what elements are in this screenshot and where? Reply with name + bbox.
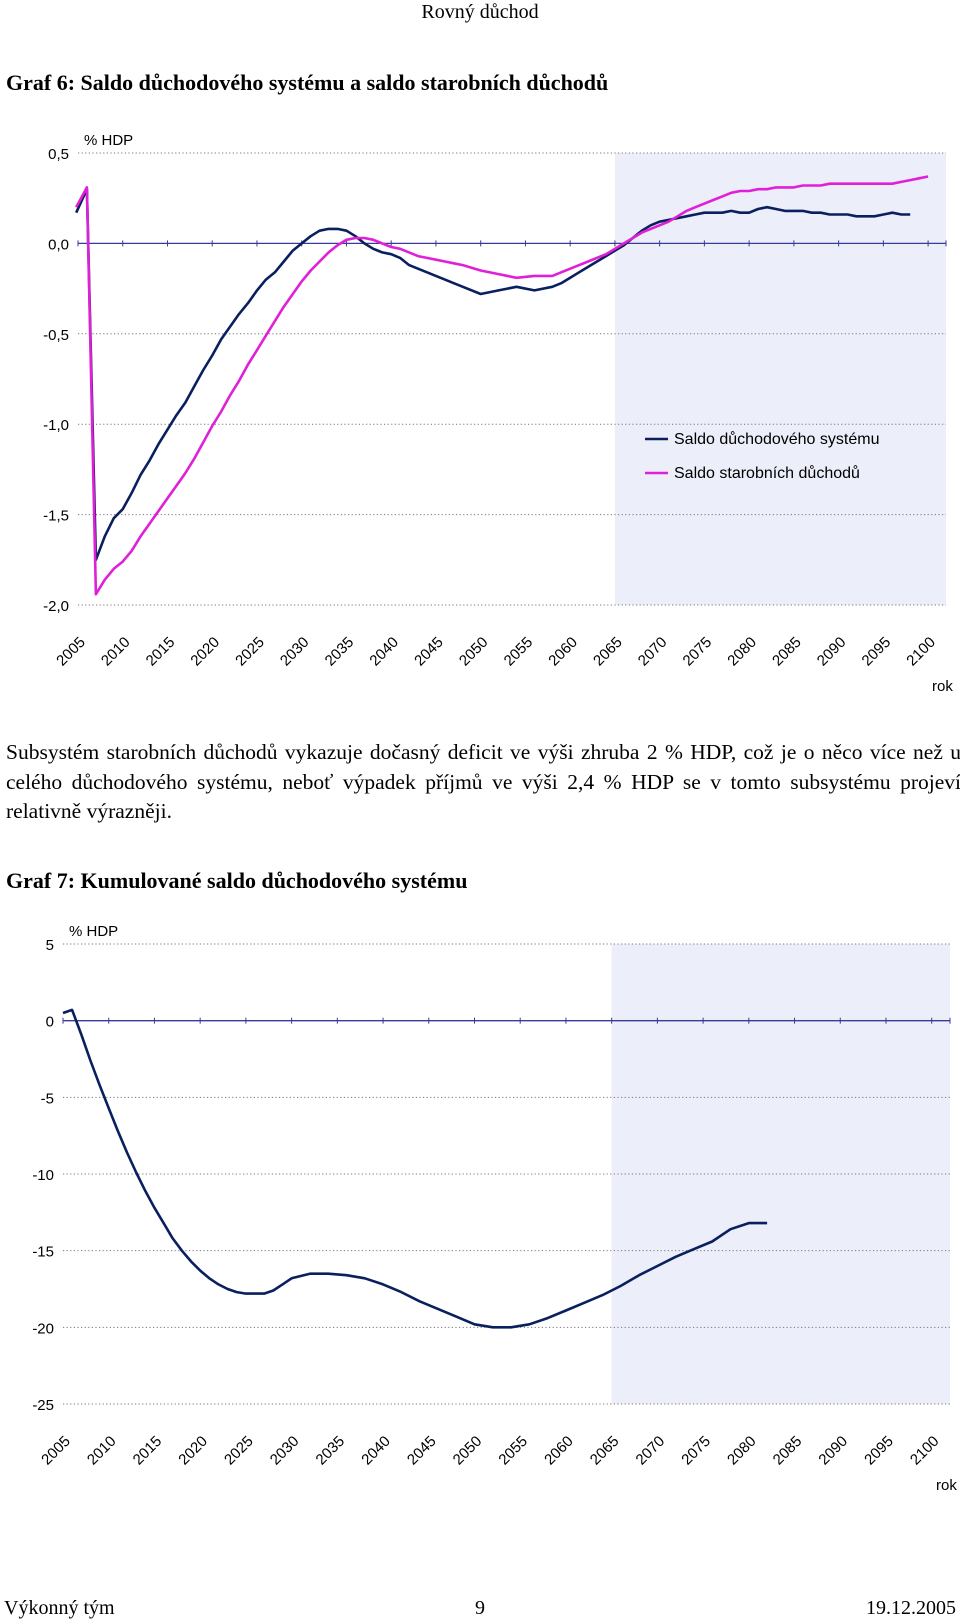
- y-tick-label: -20: [32, 1320, 54, 1337]
- y-tick-label: 5: [46, 937, 54, 954]
- graph6-title: Graf 6: Saldo důchodového systému a sald…: [6, 70, 609, 95]
- x-tick-label: 2035: [313, 1433, 349, 1469]
- body-paragraph: Subsystém starobních důchodů vykazuje do…: [6, 740, 960, 823]
- legend-label: Saldo starobních důchodů: [674, 464, 860, 482]
- x-tick-label: 2075: [678, 1433, 714, 1469]
- x-tick-label: 2100: [903, 634, 939, 670]
- x-tick-label: 2070: [635, 634, 671, 670]
- x-tick-label: 2080: [724, 1433, 760, 1469]
- x-tick-label: 2065: [590, 634, 626, 670]
- x-tick-label: 2005: [38, 1433, 74, 1469]
- x-tick-label: 2040: [366, 634, 402, 670]
- x-tick-label: 2065: [587, 1433, 623, 1469]
- y-tick-label: -5: [41, 1090, 54, 1107]
- x-tick-label: 2050: [456, 634, 492, 670]
- x-tick-label: 2045: [411, 634, 447, 670]
- x-tick-label: 2015: [130, 1433, 166, 1469]
- x-axis-label: rok: [936, 1477, 957, 1492]
- x-tick-label: 2005: [53, 634, 89, 670]
- y-tick-label: -1,5: [43, 508, 69, 525]
- series-line-1: [75, 175, 929, 596]
- x-tick-label: 2020: [187, 634, 223, 670]
- x-tick-label: 2045: [404, 1433, 440, 1469]
- y-axis-unit-label: % HDP: [69, 923, 118, 940]
- footer-left: Výkonný tým: [4, 1597, 115, 1619]
- x-tick-label: 2080: [724, 634, 760, 670]
- x-tick-label: 2050: [450, 1433, 486, 1469]
- x-tick-label: 2090: [814, 634, 850, 670]
- y-tick-label: -1,0: [43, 417, 69, 434]
- x-tick-label: 2085: [769, 634, 805, 670]
- x-tick-label: 2020: [175, 1433, 211, 1469]
- graph7-title: Graf 7: Kumulované saldo důchodového sys…: [6, 868, 468, 893]
- x-tick-label: 2085: [770, 1433, 806, 1469]
- x-tick-label: 2030: [267, 1433, 303, 1469]
- x-tick-label: 2075: [680, 634, 716, 670]
- x-tick-label: 2035: [322, 634, 358, 670]
- y-tick-label: -10: [32, 1167, 54, 1184]
- x-tick-label: 2055: [501, 634, 537, 670]
- x-tick-label: 2010: [98, 634, 134, 670]
- x-tick-label: 2015: [143, 634, 179, 670]
- x-tick-label: 2090: [815, 1433, 851, 1469]
- y-tick-label: -0,5: [43, 327, 69, 344]
- x-tick-label: 2055: [495, 1433, 531, 1469]
- y-tick-label: -2,0: [43, 598, 69, 615]
- y-tick-label: 0,5: [48, 146, 69, 163]
- y-tick-label: -15: [32, 1244, 54, 1261]
- x-axis-label: rok: [932, 678, 953, 695]
- page-number: 9: [475, 1597, 485, 1619]
- y-tick-label: 0: [46, 1014, 54, 1031]
- page-header: Rovný důchod: [421, 1, 539, 23]
- x-tick-label: 2095: [859, 634, 895, 670]
- x-tick-label: 2040: [358, 1433, 394, 1469]
- graph7-chart: 5 0 -5 -10 -15 -20 -25 2005 2010 2015 2020 2025 2030…: [32, 923, 957, 1492]
- y-tick-label: -25: [32, 1397, 54, 1414]
- x-tick-label: 2070: [633, 1433, 669, 1469]
- x-tick-label: 2025: [232, 634, 268, 670]
- y-tick-label: 0,0: [48, 236, 69, 253]
- x-tick-label: 2060: [541, 1433, 577, 1469]
- legend-label: Saldo důchodového systému: [674, 430, 879, 448]
- x-tick-label: 2025: [221, 1433, 257, 1469]
- x-tick-label: 2060: [545, 634, 581, 670]
- x-tick-label: 2030: [277, 634, 313, 670]
- x-tick-label: 2100: [907, 1433, 943, 1469]
- shaded-region: [614, 153, 946, 605]
- footer-date: 19.12.2005: [866, 1597, 956, 1619]
- series-line-0: [75, 187, 911, 562]
- series-line-0: [62, 1008, 768, 1329]
- x-tick-label: 2010: [84, 1433, 120, 1469]
- y-axis-unit-label: % HDP: [84, 132, 133, 149]
- x-tick-label: 2095: [861, 1433, 897, 1469]
